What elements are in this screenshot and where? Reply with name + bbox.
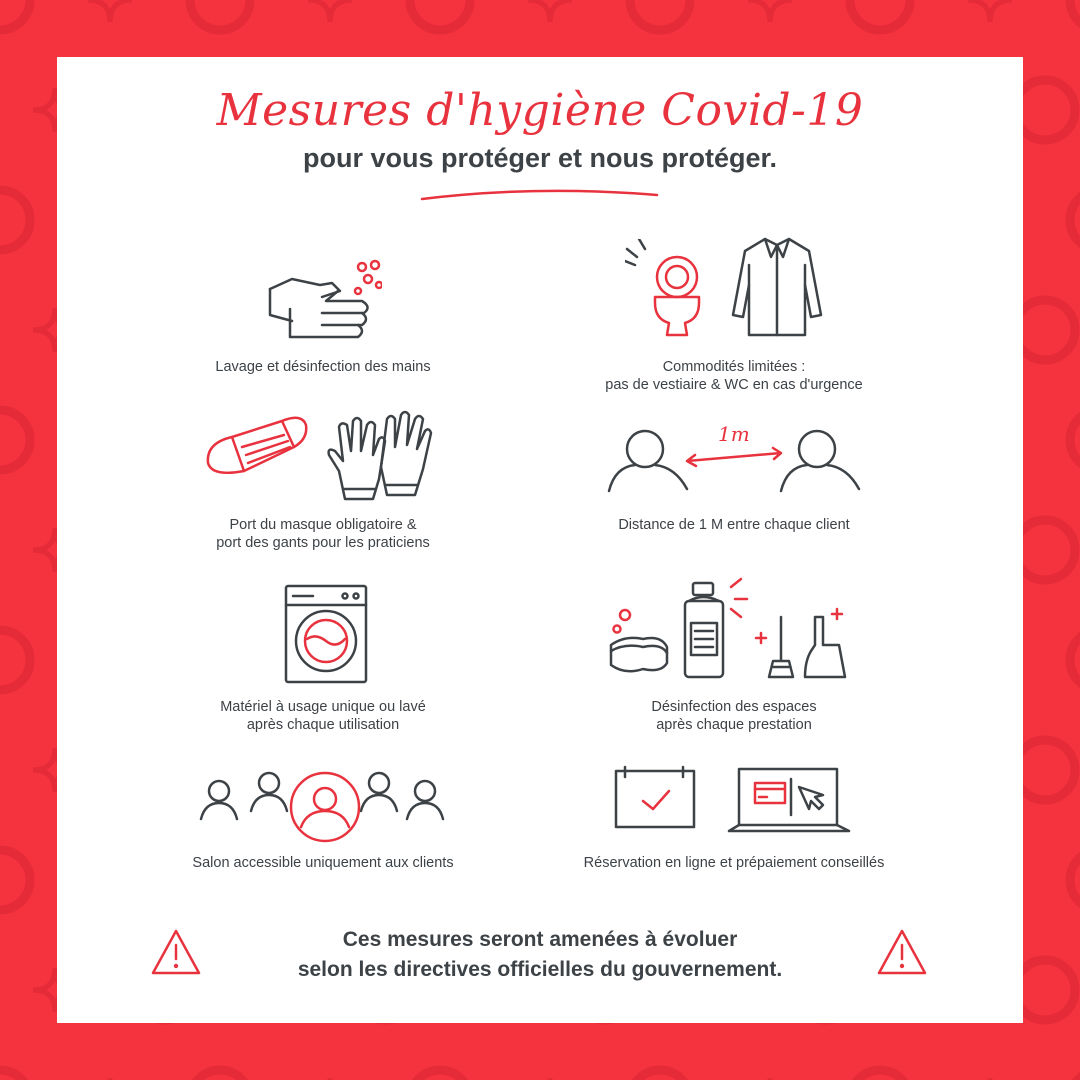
bg-ring: [845, 0, 915, 35]
calendar-check-icon: [614, 765, 696, 829]
title-underline: [420, 189, 659, 201]
mask-icon: [206, 416, 308, 474]
warning-right-icon: [877, 929, 927, 975]
bg-ring: [1065, 411, 1080, 469]
bg-star: [87, 0, 133, 23]
hand-washing-icon: [268, 259, 382, 339]
broom-dustpan-icon: [754, 607, 847, 679]
bg-ring: [0, 405, 35, 475]
clients-only-icon: [199, 771, 445, 843]
bg-ring: [0, 0, 35, 35]
bg-ring: [191, 1065, 249, 1080]
bg-ring: [1065, 851, 1080, 909]
bg-ring: [185, 0, 255, 35]
footer-line-1: Ces mesures seront amenées à évoluer: [342, 928, 738, 951]
measure-label-disinfection-1: Désinfection des espaces: [651, 699, 817, 715]
bg-ring: [631, 1065, 689, 1080]
bg-ring: [0, 625, 35, 695]
measure-label-single-use-1: Matériel à usage unique ou lavé: [220, 699, 426, 715]
bg-ring: [851, 1065, 909, 1080]
bg-star: [307, 0, 353, 23]
bg-ring: [1010, 515, 1080, 585]
bg-ring: [0, 185, 35, 255]
bg-ring: [1065, 191, 1080, 249]
bg-ring: [1010, 75, 1080, 145]
measure-label-distance: Distance de 1 M entre chaque client: [618, 517, 850, 533]
page-title: Mesures d'hygiène Covid-19: [216, 85, 864, 136]
laptop-payment-icon: [727, 767, 851, 833]
gloves-icon: [327, 410, 433, 501]
distance-label: 1m: [718, 422, 750, 446]
measure-label-single-use-2: après chaque utilisation: [246, 717, 400, 733]
measure-label-mask-gloves-2: port des gants pour les praticiens: [216, 535, 430, 551]
bg-star: [747, 0, 793, 23]
measure-label-disinfection-2: après chaque prestation: [656, 717, 812, 733]
coat-icon: [731, 237, 823, 337]
sponge-icon: [609, 608, 669, 673]
warning-left-icon: [151, 929, 201, 975]
page-subtitle: pour vous protéger et nous protéger.: [302, 143, 778, 173]
footer-line-2: selon les directives officielles du gouv…: [297, 958, 783, 981]
bg-ring: [0, 1065, 29, 1080]
measure-label-hand-washing: Lavage et désinfection des mains: [215, 359, 431, 375]
bg-star: [527, 0, 573, 23]
measure-label-mask-gloves-1: Port du masque obligatoire &: [229, 517, 417, 533]
bg-ring: [1065, 631, 1080, 689]
infographic-card: Mesures d'hygiène Covid-19 pour vous pro…: [57, 57, 1023, 1023]
measure-label-facilities-1: Commodités limitées :: [662, 359, 806, 375]
bg-ring: [625, 0, 695, 35]
bg-ring: [411, 1065, 469, 1080]
bg-ring: [1071, 1071, 1080, 1080]
bg-ring: [405, 0, 475, 35]
distance-icon: 1m: [607, 422, 861, 493]
measure-label-facilities-2: pas de vestiaire & WC en cas d'urgence: [605, 377, 863, 393]
bg-ring: [0, 845, 35, 915]
toilet-icon: [625, 239, 701, 337]
spray-can-icon: [683, 577, 749, 679]
bg-ring: [1010, 295, 1080, 365]
washing-machine-icon: [284, 584, 368, 684]
bg-ring: [1010, 955, 1080, 1025]
bg-ring: [1065, 0, 1080, 29]
measure-label-clients-only: Salon accessible uniquement aux clients: [192, 855, 454, 871]
bg-ring: [1010, 735, 1080, 805]
measure-label-online-booking: Réservation en ligne et prépaiement cons…: [583, 855, 885, 871]
bg-star: [967, 0, 1013, 23]
footer-notice: Ces mesures seront amenées à évoluer sel…: [207, 925, 873, 985]
